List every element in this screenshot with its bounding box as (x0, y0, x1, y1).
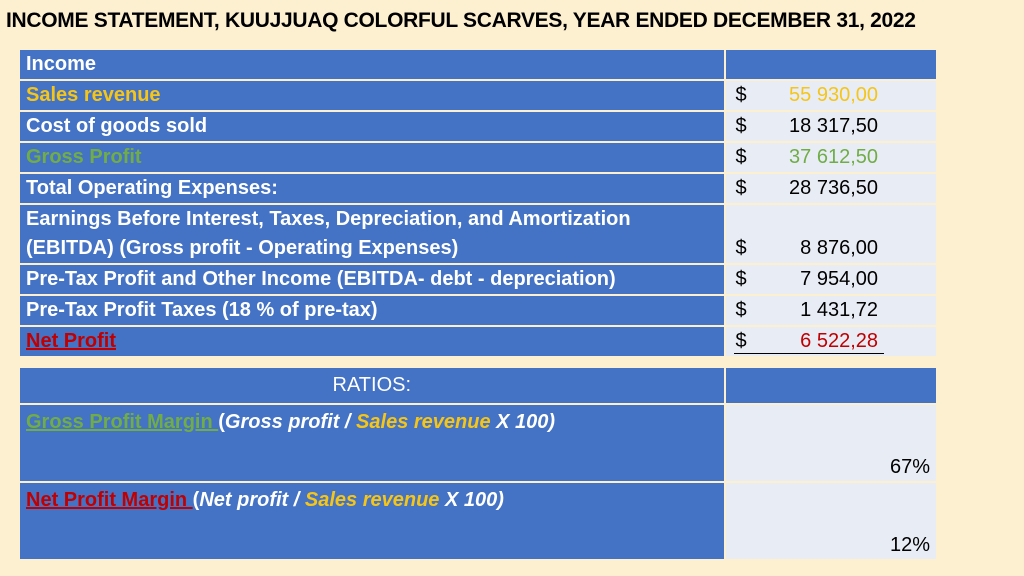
income-statement-table: Income Sales revenue $55 930,00 Cost of … (18, 48, 939, 358)
pretax-taxes-label: Pre-Tax Profit Taxes (18 % of pre-tax) (18, 294, 726, 327)
net-margin-label: Net Profit Margin (Net profit / Sales re… (18, 481, 726, 561)
amount: 7 954,00 (800, 268, 878, 290)
formula-denominator: Sales revenue (356, 411, 491, 433)
ratios-header: RATIOS: (18, 366, 726, 405)
gross-profit-value: $37 612,50 (723, 141, 939, 174)
gross-margin-label: Gross Profit Margin (Gross profit / Sale… (18, 403, 726, 483)
table-row: Sales revenue $55 930,00 (18, 79, 939, 112)
pretax-profit-value: $7 954,00 (723, 263, 939, 296)
net-margin-name: Net Profit Margin (26, 489, 193, 511)
ratios-table: RATIOS: Gross Profit Margin (Gross profi… (18, 366, 939, 561)
table-row: Gross Profit Margin (Gross profit / Sale… (18, 403, 939, 483)
cogs-value: $18 317,50 (723, 110, 939, 143)
gross-margin-value: 67% (723, 403, 939, 483)
formula-numerator: Net profit / (199, 489, 305, 511)
amount: 28 736,50 (789, 177, 878, 199)
income-header: Income (18, 48, 726, 81)
currency-symbol: $ (735, 115, 747, 137)
table-row: Earnings Before Interest, Taxes, Depreci… (18, 203, 939, 265)
table-row: Net Profit $6 522,28 (18, 325, 939, 358)
ebitda-label-line1: Earnings Before Interest, Taxes, Depreci… (26, 208, 631, 230)
ebitda-value: $8 876,00 (723, 203, 939, 265)
cogs-label: Cost of goods sold (18, 110, 726, 143)
currency-symbol: $ (735, 146, 747, 168)
currency-symbol: $ (735, 177, 747, 199)
currency-symbol: $ (735, 299, 747, 321)
opex-value: $28 736,50 (723, 172, 939, 205)
amount: 8 876,00 (800, 237, 878, 259)
currency-symbol: $ (735, 330, 747, 352)
table-row: Net Profit Margin (Net profit / Sales re… (18, 481, 939, 561)
pretax-taxes-value: $1 431,72 (723, 294, 939, 327)
sales-revenue-value: $55 930,00 (723, 79, 939, 112)
amount: 6 522,28 (800, 330, 878, 352)
table-row: Gross Profit $37 612,50 (18, 141, 939, 174)
sales-revenue-label: Sales revenue (18, 79, 726, 112)
page-title: INCOME STATEMENT, KUUJJUAQ COLORFUL SCAR… (6, 9, 916, 32)
formula-numerator: Gross profit / (224, 411, 357, 433)
gross-profit-label: Gross Profit (18, 141, 726, 174)
ebitda-label: Earnings Before Interest, Taxes, Depreci… (18, 203, 726, 265)
table-row: Cost of goods sold $18 317,50 (18, 110, 939, 143)
formula-suffix: X 100) (439, 489, 504, 511)
net-profit-underline (733, 353, 884, 354)
formula-suffix: X 100) (490, 411, 556, 433)
currency-symbol: $ (735, 237, 747, 259)
pretax-profit-label: Pre-Tax Profit and Other Income (EBITDA-… (18, 263, 726, 296)
amount: 55 930,00 (789, 84, 878, 106)
gross-margin-name: Gross Profit Margin (26, 411, 219, 433)
ebitda-label-line2: (EBITDA) (Gross profit - Operating Expen… (26, 237, 459, 259)
table-row: Income (18, 48, 939, 81)
table-row: Pre-Tax Profit Taxes (18 % of pre-tax) $… (18, 294, 939, 327)
paren: ( (192, 489, 200, 511)
currency-symbol: $ (735, 268, 747, 290)
net-profit-value: $6 522,28 (723, 325, 939, 358)
net-margin-value: 12% (723, 481, 939, 561)
amount: 18 317,50 (789, 115, 878, 137)
ratios-header-value (723, 366, 939, 405)
income-header-value (723, 48, 939, 81)
amount: 37 612,50 (789, 146, 878, 168)
formula-denominator: Sales revenue (304, 489, 440, 511)
table-row: Pre-Tax Profit and Other Income (EBITDA-… (18, 263, 939, 296)
table-row: RATIOS: (18, 366, 939, 405)
table-row: Total Operating Expenses: $28 736,50 (18, 172, 939, 205)
currency-symbol: $ (735, 84, 747, 106)
net-profit-label: Net Profit (18, 325, 726, 358)
amount: 1 431,72 (800, 299, 878, 321)
opex-label: Total Operating Expenses: (18, 172, 726, 205)
paren: ( (218, 411, 225, 433)
